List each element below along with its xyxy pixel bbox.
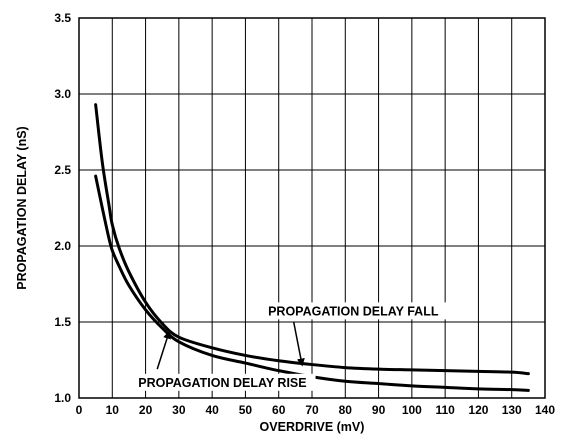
annotations: PROPAGATION DELAY FALL PROPAGATION DELAY … (129, 302, 447, 391)
x-tick-label: 60 (272, 403, 286, 417)
y-tick-label: 2.0 (54, 239, 71, 253)
x-tick-label: 50 (239, 403, 253, 417)
plot-frame (78, 17, 546, 399)
x-tick-label: 70 (305, 403, 319, 417)
x-axis-label: OVERDRIVE (mV) (260, 420, 365, 434)
annotation-background (260, 302, 447, 320)
x-tick-labels: 0 10 20 30 40 50 60 70 80 90 100 110 120 130 140 (76, 403, 556, 417)
annotation-arrow (156, 330, 171, 370)
x-tick-label: 130 (502, 403, 522, 417)
y-tick-label: 1.0 (54, 391, 71, 405)
y-tick-label: 3.5 (54, 11, 71, 25)
y-axis-label: PROPAGATION DELAY (nS) (15, 126, 29, 289)
y-tick-labels: 1.0 1.5 2.0 2.5 3.0 3.5 (54, 11, 71, 405)
annotation-label: PROPAGATION DELAY FALL (268, 304, 439, 318)
y-tick-label: 3.0 (54, 87, 71, 101)
x-tick-label: 10 (106, 403, 120, 417)
annotation-arrow (292, 321, 305, 367)
x-tick-label: 120 (468, 403, 488, 417)
series-lines (94, 103, 530, 392)
x-tick-label: 0 (76, 403, 83, 417)
series-line-fall (94, 103, 530, 376)
grid (78, 17, 546, 399)
annotation-background (129, 373, 316, 391)
x-tick-label: 100 (402, 403, 422, 417)
x-tick-label: 80 (339, 403, 353, 417)
y-tick-label: 2.5 (54, 163, 71, 177)
series-line-rise (94, 174, 530, 392)
x-tick-label: 110 (435, 403, 455, 417)
y-tick-label: 1.5 (54, 315, 71, 329)
annotation-label: PROPAGATION DELAY RISE (138, 376, 306, 390)
x-tick-label: 90 (372, 403, 386, 417)
x-tick-label: 20 (139, 403, 153, 417)
x-tick-label: 30 (172, 403, 186, 417)
x-tick-label: 140 (535, 403, 555, 417)
x-tick-label: 40 (205, 403, 219, 417)
